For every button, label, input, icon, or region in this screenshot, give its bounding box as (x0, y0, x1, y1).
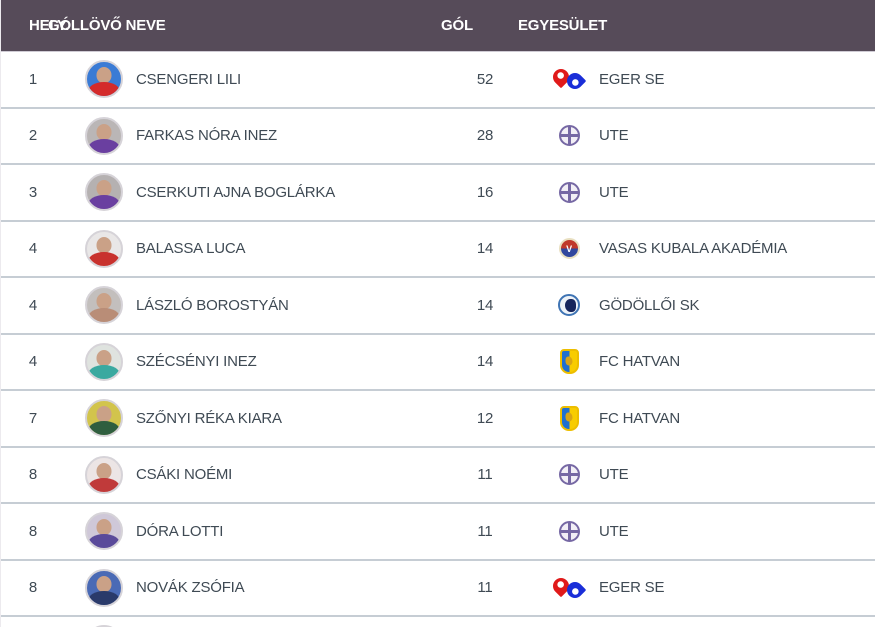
player-name[interactable]: FARKAS NÓRA INEZ (136, 127, 277, 145)
club-name: UTE (599, 183, 629, 201)
goals-count: 52 (476, 70, 494, 88)
avatar-cell (65, 625, 136, 627)
club-name: FC HATVAN (599, 409, 680, 427)
player-avatar (85, 116, 123, 155)
club-name: FC HATVAN (599, 353, 680, 371)
table-row[interactable]: 8 DÓRA LOTTI 11 UTE (1, 504, 875, 561)
avatar-cell (65, 455, 136, 494)
avatar-cell (65, 173, 136, 212)
club-logo-icon (551, 238, 587, 260)
avatar-cell (65, 60, 136, 99)
avatar-cell (65, 342, 136, 381)
avatar-cell (65, 286, 136, 325)
player-name[interactable]: CSERKUTI AJNA BOGLÁRKA (136, 183, 335, 201)
club-cell: VASAS KUBALA AKADÉMIA (509, 238, 875, 260)
avatar-cell (65, 399, 136, 438)
player-name[interactable]: NOVÁK ZSÓFIA (136, 579, 245, 597)
club-cell: EGER SE (509, 577, 875, 599)
player-name[interactable]: CSÁKI NOÉMI (136, 466, 233, 484)
club-name: GÖDÖLLŐI SK (599, 296, 700, 314)
table-row-partial[interactable] (1, 617, 875, 627)
club-cell: UTE (509, 125, 875, 147)
player-avatar (85, 455, 123, 494)
player-avatar (85, 568, 123, 607)
rank-value: 8 (28, 522, 38, 540)
goals-count: 11 (477, 579, 493, 597)
club-name: UTE (599, 522, 629, 540)
goals-count: 14 (476, 296, 494, 314)
club-cell: GÖDÖLLŐI SK (509, 294, 875, 317)
club-logo-icon (551, 68, 587, 90)
player-avatar (85, 512, 123, 551)
player-avatar (85, 173, 123, 212)
club-name: VASAS KUBALA AKADÉMIA (599, 240, 788, 258)
player-name[interactable]: SZŐNYI RÉKA KIARA (136, 409, 282, 427)
player-avatar (85, 229, 123, 268)
club-name: EGER SE (599, 579, 665, 597)
goals-count: 14 (476, 353, 494, 371)
club-logo-icon (551, 464, 587, 486)
player-avatar (85, 342, 123, 381)
table-row[interactable]: 3 CSERKUTI AJNA BOGLÁRKA 16 UTE (1, 165, 875, 222)
table-row[interactable]: 2 FARKAS NÓRA INEZ 28 UTE (1, 108, 875, 165)
table-row[interactable]: 4 SZÉCSÉNYI INEZ 14 FC HATVAN (1, 334, 875, 391)
club-name: EGER SE (599, 70, 665, 88)
rank-value: 7 (28, 409, 38, 427)
avatar-cell (65, 512, 136, 551)
club-logo-icon (551, 294, 587, 317)
table-row[interactable]: 4 BALASSA LUCA 14 VASAS KUBALA AKADÉMIA (1, 221, 875, 278)
rank-value: 3 (28, 183, 38, 201)
club-cell: UTE (509, 464, 875, 486)
club-logo-icon (551, 181, 587, 203)
goals-count: 14 (476, 240, 494, 258)
avatar-cell (65, 229, 136, 268)
goals-count: 12 (476, 409, 494, 427)
club-logo-icon (551, 577, 587, 599)
rank-value: 8 (28, 579, 38, 597)
player-name[interactable]: SZÉCSÉNYI INEZ (136, 353, 257, 371)
club-cell: UTE (509, 181, 875, 203)
goals-count: 11 (477, 522, 493, 540)
table-row[interactable]: 8 NOVÁK ZSÓFIA 11 EGER SE (1, 560, 875, 617)
rank-value: 1 (28, 70, 38, 88)
column-header-club: EGYESÜLET (518, 17, 608, 34)
club-logo-icon (551, 520, 587, 542)
table-row[interactable]: 7 SZŐNYI RÉKA KIARA 12 FC HATVAN (1, 391, 875, 448)
club-name: UTE (599, 466, 629, 484)
rank-value: 4 (28, 240, 38, 258)
club-cell: UTE (509, 520, 875, 542)
avatar-cell (65, 568, 136, 607)
club-logo-icon (551, 349, 587, 375)
goals-count: 16 (476, 183, 494, 201)
player-name[interactable]: BALASSA LUCA (136, 240, 246, 258)
column-header-rank: HELY. (29, 17, 70, 34)
goals-count: 11 (477, 466, 493, 484)
club-cell: EGER SE (509, 68, 875, 90)
goals-count: 28 (476, 127, 494, 145)
table-row[interactable]: 8 CSÁKI NOÉMI 11 UTE (1, 447, 875, 504)
club-logo-icon (551, 125, 587, 147)
column-header-name: GÓLLÖVŐ NEVE (48, 17, 166, 34)
player-avatar (85, 286, 123, 325)
table-row[interactable]: 4 LÁSZLÓ BOROSTYÁN 14 GÖDÖLLŐI SK (1, 278, 875, 335)
player-name[interactable]: CSENGERI LILI (136, 70, 241, 88)
club-cell: FC HATVAN (509, 405, 875, 431)
club-cell: FC HATVAN (509, 349, 875, 375)
rank-value: 4 (28, 296, 38, 314)
table-header-row: HELY. GÓLLÖVŐ NEVE GÓL EGYESÜLET (1, 0, 875, 52)
player-avatar (85, 399, 123, 438)
column-header-goals: GÓL (441, 17, 473, 34)
rank-value: 8 (28, 466, 38, 484)
player-name[interactable]: LÁSZLÓ BOROSTYÁN (136, 296, 289, 314)
rank-value: 4 (28, 353, 38, 371)
player-name[interactable]: DÓRA LOTTI (136, 522, 224, 540)
player-avatar (85, 60, 123, 99)
club-logo-icon (551, 405, 587, 431)
table-row[interactable]: 1 CSENGERI LILI 52 EGER SE (1, 52, 875, 109)
avatar-cell (65, 116, 136, 155)
rank-value: 2 (28, 127, 38, 145)
club-name: UTE (599, 127, 629, 145)
